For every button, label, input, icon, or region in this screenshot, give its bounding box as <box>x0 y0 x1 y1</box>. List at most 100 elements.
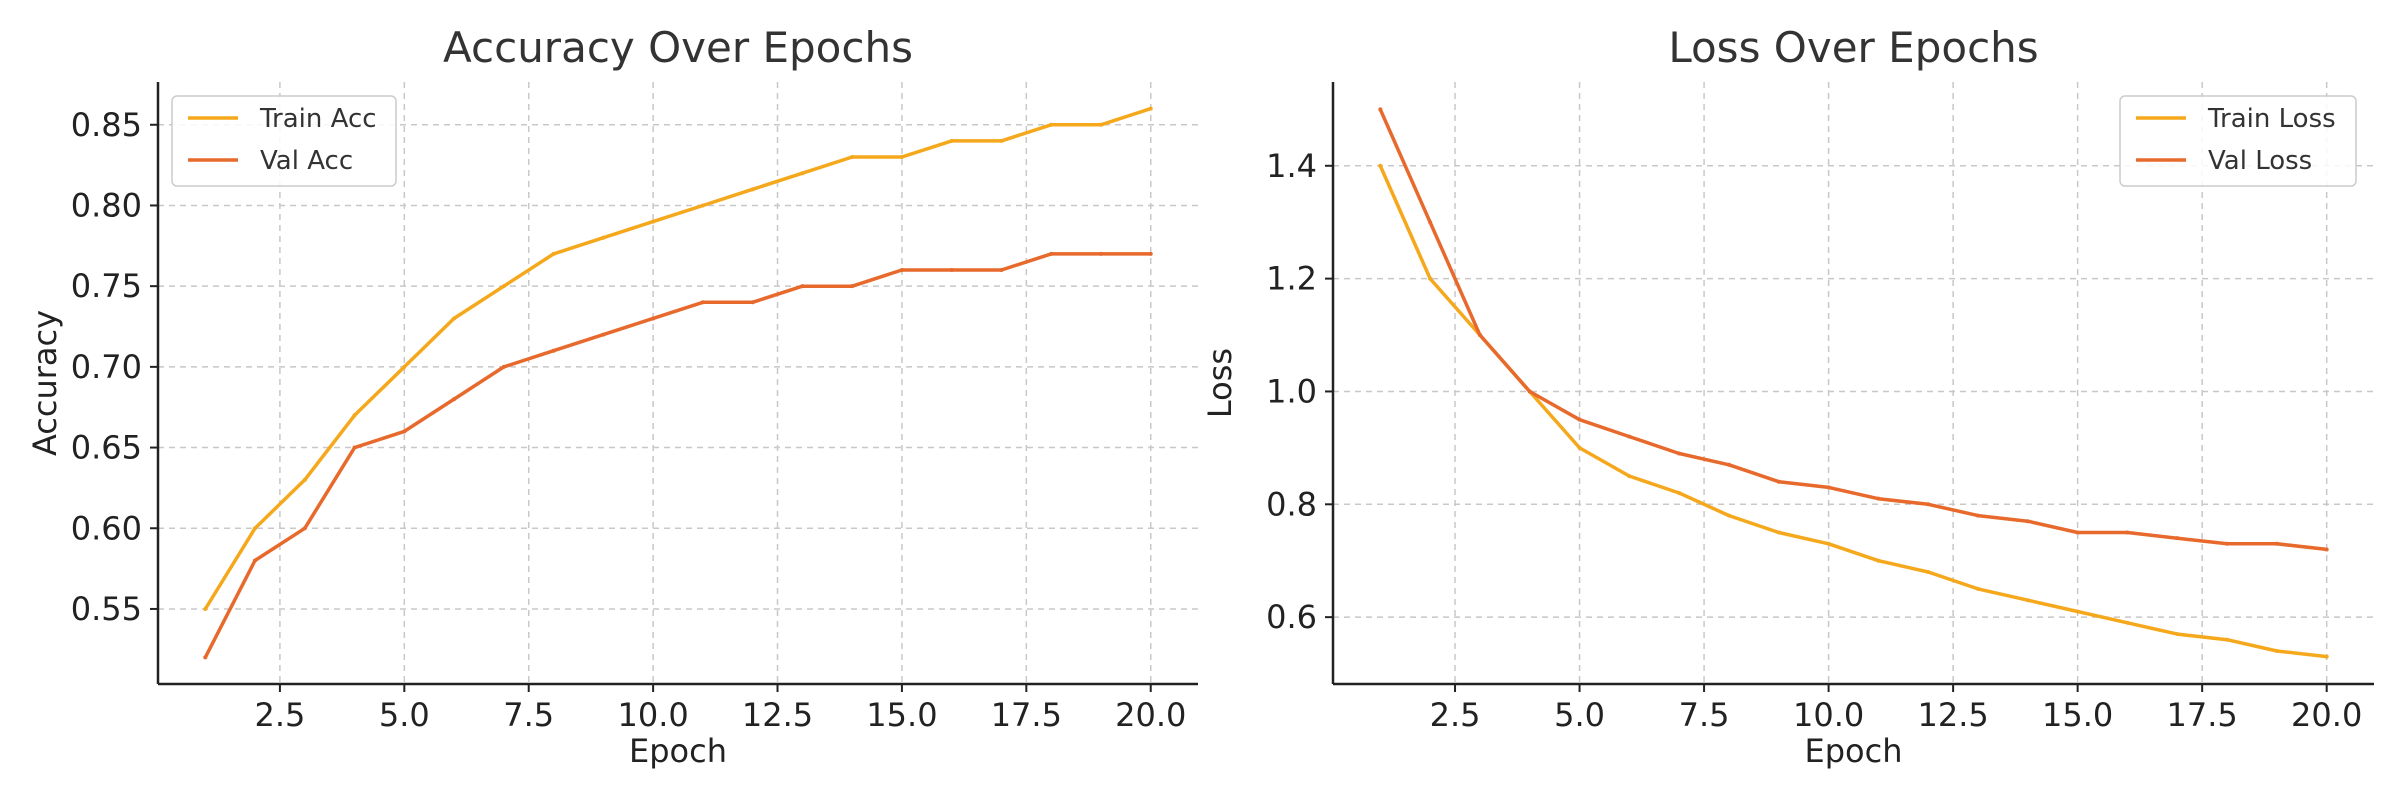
legend-label-val-acc: Val Acc <box>260 146 353 176</box>
data-point-val-acc <box>352 445 357 450</box>
data-point-train-acc <box>850 155 855 160</box>
x-tick-label: 10.0 <box>617 696 688 734</box>
accuracy-panel: 2.5 5.0 7.5 10.0 12.5 15.0 17.5 20.0 0.55 0.60 0.6… <box>26 23 1198 770</box>
data-point-train-loss <box>1826 541 1831 546</box>
data-point-val-loss <box>1726 462 1731 467</box>
data-point-train-loss <box>2324 654 2329 659</box>
data-point-val-loss <box>1527 389 1532 394</box>
y-axis-label: Loss <box>1201 348 1239 418</box>
data-point-val-acc <box>800 284 805 289</box>
x-tick-label: 15.0 <box>2042 696 2113 734</box>
x-tick-label: 17.5 <box>2167 696 2238 734</box>
legend-label-val-loss: Val Loss <box>2208 146 2312 176</box>
data-point-train-loss <box>1876 558 1881 563</box>
data-point-train-acc <box>949 138 954 143</box>
data-point-val-acc <box>551 348 556 353</box>
data-point-train-loss <box>1378 163 1383 168</box>
data-point-val-loss <box>2175 536 2180 541</box>
data-point-train-loss <box>2125 620 2130 625</box>
data-point-val-acc <box>501 364 506 369</box>
legend-label-train-acc: Train Acc <box>259 104 377 134</box>
data-point-val-acc <box>1049 251 1054 256</box>
data-point-val-loss <box>1926 502 1931 507</box>
x-tick-label: 7.5 <box>503 696 554 734</box>
x-tick-label: 7.5 <box>1679 696 1730 734</box>
y-tick-label: 0.8 <box>1266 485 1317 523</box>
data-point-val-loss <box>1378 107 1383 112</box>
data-point-train-acc <box>302 477 307 482</box>
series-line-val-loss <box>1378 108 2327 552</box>
data-point-val-acc <box>999 268 1004 273</box>
data-point-train-loss <box>1428 276 1433 281</box>
data-point-train-loss <box>2274 648 2279 653</box>
y-axis-label: Accuracy <box>26 310 64 456</box>
data-point-val-acc <box>750 300 755 305</box>
data-point-val-acc <box>452 397 457 402</box>
x-tick-label: 5.0 <box>379 696 430 734</box>
data-point-val-loss <box>1776 479 1781 484</box>
data-point-val-loss <box>1826 485 1831 490</box>
y-tick-label: 0.55 <box>71 590 142 628</box>
data-point-val-loss <box>1976 513 1981 518</box>
data-point-val-loss <box>2225 541 2230 546</box>
data-point-train-acc <box>651 219 656 224</box>
x-tick-label: 12.5 <box>742 696 813 734</box>
data-point-train-loss <box>1726 513 1731 518</box>
data-point-train-loss <box>2075 609 2080 614</box>
y-tick-label: 0.60 <box>71 509 142 547</box>
y-tick-label: 0.75 <box>71 267 142 305</box>
data-point-train-loss <box>1776 530 1781 535</box>
data-point-train-acc <box>750 187 755 192</box>
data-point-val-acc <box>949 268 954 273</box>
data-point-train-acc <box>253 526 258 531</box>
data-point-val-loss <box>2125 530 2130 535</box>
x-tick-label: 17.5 <box>991 696 1062 734</box>
y-tick-label: 1.2 <box>1266 260 1317 298</box>
y-tick-label: 1.4 <box>1266 147 1317 185</box>
data-point-val-acc <box>700 300 705 305</box>
data-point-train-acc <box>1049 122 1054 127</box>
legend: Train Acc Val Acc <box>171 95 397 187</box>
data-point-train-loss <box>2025 598 2030 603</box>
data-point-train-acc <box>800 171 805 176</box>
y-tick-label: 0.80 <box>71 186 142 224</box>
data-point-train-acc <box>899 155 904 160</box>
data-point-train-acc <box>501 284 506 289</box>
data-point-val-acc <box>302 526 307 531</box>
x-axis-label: Epoch <box>1805 732 1903 770</box>
data-point-train-loss <box>1926 570 1931 575</box>
x-tick-label: 20.0 <box>1115 696 1186 734</box>
chart-title: Loss Over Epochs <box>1668 23 2038 72</box>
data-point-val-acc <box>203 655 208 660</box>
data-point-val-loss <box>2274 541 2279 546</box>
y-tick-label: 0.70 <box>71 348 142 386</box>
data-point-train-loss <box>1577 445 1582 450</box>
x-tick-label: 2.5 <box>254 696 305 734</box>
x-tick-label: 12.5 <box>1917 696 1988 734</box>
loss-panel: 2.5 5.0 7.5 10.0 12.5 15.0 17.5 20.0 0.6 0.8 1.0 1.… <box>1201 23 2374 770</box>
data-point-train-loss <box>1976 586 1981 591</box>
legend-label-train-loss: Train Loss <box>2207 104 2336 134</box>
data-point-val-loss <box>2324 547 2329 552</box>
data-point-val-loss <box>1577 417 1582 422</box>
x-tick-label: 5.0 <box>1554 696 1605 734</box>
y-tick-label: 0.65 <box>71 429 142 467</box>
data-point-train-acc <box>1098 122 1103 127</box>
data-point-train-acc <box>402 364 407 369</box>
x-axis-label: Epoch <box>629 732 727 770</box>
data-point-train-loss <box>1677 491 1682 496</box>
data-point-val-acc <box>850 284 855 289</box>
data-point-val-acc <box>402 429 407 434</box>
chart-title: Accuracy Over Epochs <box>443 23 913 72</box>
data-point-val-loss <box>2075 530 2080 535</box>
data-point-train-acc <box>999 138 1004 143</box>
data-point-train-acc <box>452 316 457 321</box>
data-point-val-acc <box>899 268 904 273</box>
data-point-train-acc <box>700 203 705 208</box>
data-point-val-acc <box>253 558 258 563</box>
data-point-train-loss <box>2175 632 2180 637</box>
data-point-train-acc <box>203 606 208 611</box>
data-point-val-loss <box>1477 333 1482 338</box>
data-point-val-loss <box>1876 496 1881 501</box>
